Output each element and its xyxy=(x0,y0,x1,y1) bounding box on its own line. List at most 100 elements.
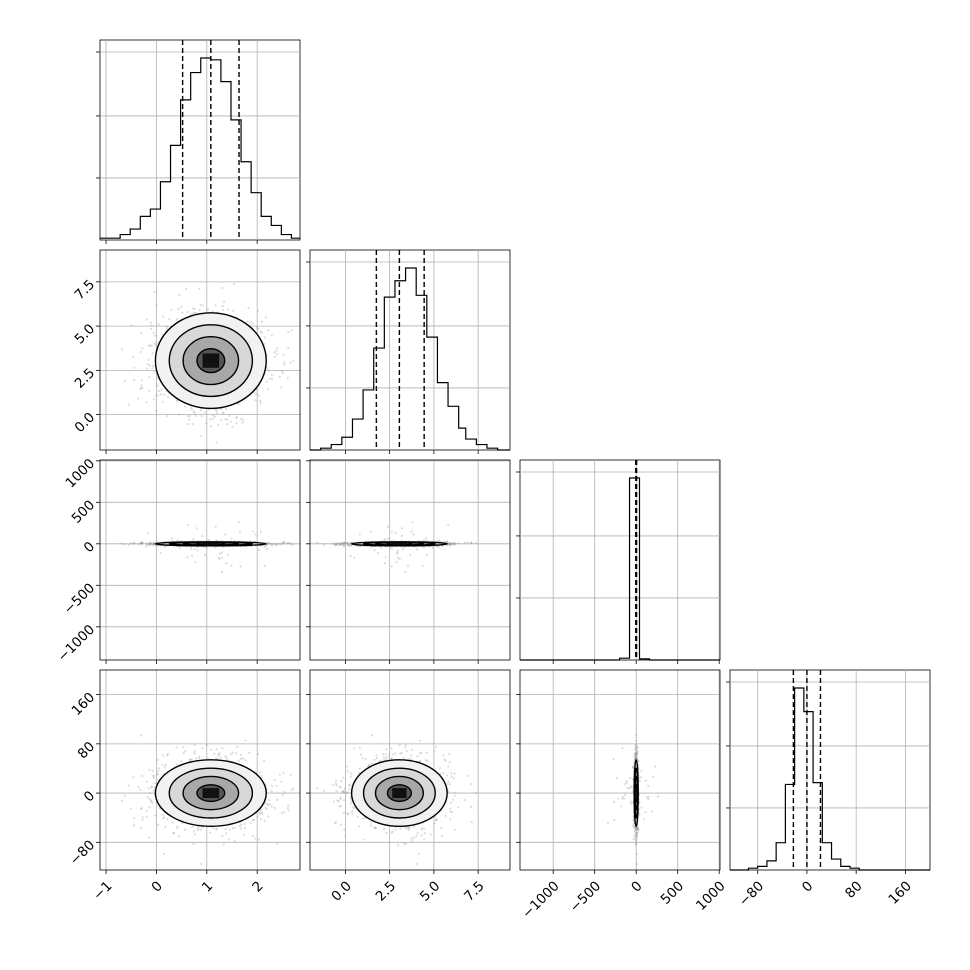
sample-point xyxy=(189,406,193,409)
sample-point xyxy=(152,542,155,545)
sample-point xyxy=(341,542,344,545)
sample-point xyxy=(448,541,452,545)
sample-point xyxy=(256,752,260,755)
sample-point xyxy=(147,836,151,839)
sample-point xyxy=(145,318,148,321)
sample-point xyxy=(132,542,135,545)
sample-point xyxy=(140,386,143,390)
sample-point xyxy=(235,416,238,419)
sample-point xyxy=(240,417,243,421)
sample-point xyxy=(222,546,225,549)
x-tick-label: 2 xyxy=(249,878,266,895)
sample-point xyxy=(267,815,270,818)
sample-point xyxy=(339,542,342,546)
y-tick-label: −500 xyxy=(61,580,99,618)
sample-point xyxy=(176,539,179,542)
sample-point xyxy=(165,325,169,328)
sample-point xyxy=(127,403,130,406)
sample-point xyxy=(254,837,257,840)
y-tick-label: 0 xyxy=(81,539,98,556)
sample-point xyxy=(287,542,290,545)
sample-point xyxy=(193,547,197,551)
sample-point xyxy=(159,551,162,555)
sample-point xyxy=(339,542,343,546)
sample-point xyxy=(267,369,271,372)
sample-point xyxy=(214,525,217,528)
sample-point xyxy=(140,379,144,382)
sample-point xyxy=(342,544,345,548)
sample-point xyxy=(273,351,276,354)
sample-point xyxy=(379,546,382,549)
sample-point xyxy=(145,815,148,818)
sample-point xyxy=(334,542,338,545)
sample-point xyxy=(275,349,278,352)
sample-point xyxy=(270,377,274,380)
sample-point xyxy=(145,401,148,404)
hist-step-2 xyxy=(520,477,720,661)
sample-point xyxy=(463,541,467,544)
sample-point xyxy=(287,346,290,350)
sample-point xyxy=(186,523,189,527)
sample-point xyxy=(226,422,229,426)
sample-point xyxy=(194,414,198,417)
sample-point xyxy=(416,547,419,551)
x-tick-label: 0 xyxy=(799,878,816,895)
sample-point xyxy=(265,547,269,550)
sample-point xyxy=(166,395,170,399)
sample-point xyxy=(398,557,401,561)
sample-point xyxy=(342,541,346,544)
sample-point xyxy=(127,543,130,547)
sample-point xyxy=(140,332,143,335)
sample-point xyxy=(140,542,143,545)
sample-point xyxy=(199,304,202,307)
y-tick-label: 500 xyxy=(69,497,99,527)
sample-point xyxy=(265,366,269,370)
sample-point xyxy=(259,401,262,404)
sample-point xyxy=(223,533,227,536)
sample-point xyxy=(147,542,150,546)
sample-point xyxy=(152,789,155,792)
y-tick-label: −80 xyxy=(67,837,98,868)
sample-point xyxy=(453,542,456,546)
sample-point xyxy=(148,805,151,809)
sample-point xyxy=(276,543,279,546)
sample-point xyxy=(387,537,390,540)
sample-point xyxy=(246,320,249,323)
sample-point xyxy=(153,334,157,337)
y-tick-label: 160 xyxy=(69,689,99,719)
sample-point xyxy=(437,539,440,542)
sample-point xyxy=(151,367,154,370)
sample-point xyxy=(410,530,413,533)
sample-point xyxy=(148,389,151,392)
sample-point xyxy=(151,543,155,546)
sample-point xyxy=(164,763,167,767)
sample-point xyxy=(141,542,144,545)
sample-point xyxy=(148,797,152,801)
sample-point xyxy=(334,543,337,547)
sample-point xyxy=(390,565,393,568)
sample-point xyxy=(201,826,204,829)
hist-frame xyxy=(99,39,301,241)
sample-point xyxy=(217,754,220,757)
sample-point xyxy=(141,541,144,544)
sample-point xyxy=(345,542,349,545)
sample-point xyxy=(349,554,352,557)
sample-point xyxy=(431,546,434,549)
sample-point xyxy=(151,801,154,804)
sample-point xyxy=(175,746,178,749)
sample-point xyxy=(376,551,379,555)
sample-point xyxy=(218,752,221,755)
sample-point xyxy=(396,556,400,559)
sample-point xyxy=(346,541,349,544)
sample-point xyxy=(140,541,143,545)
sample-point xyxy=(450,541,453,544)
y-tick-label: 0.0 xyxy=(72,409,99,436)
sample-point xyxy=(132,355,135,358)
sample-point xyxy=(186,556,189,559)
sample-point xyxy=(238,825,241,828)
sample-point xyxy=(193,752,196,755)
x-tick-label: 80 xyxy=(842,878,865,901)
sample-point xyxy=(335,542,338,546)
sample-point xyxy=(164,825,167,828)
sample-point xyxy=(163,545,166,548)
